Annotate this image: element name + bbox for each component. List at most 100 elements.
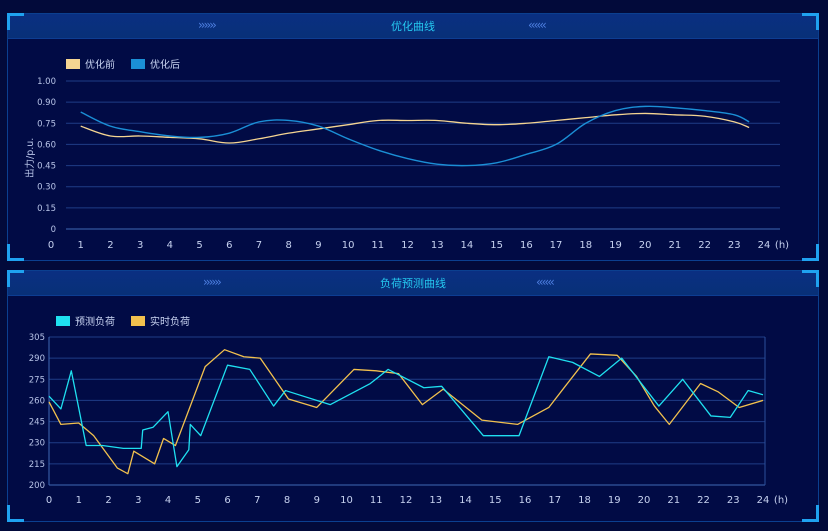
svg-text:4: 4 — [167, 240, 173, 251]
svg-text:17: 17 — [550, 240, 563, 251]
frame-corner — [802, 13, 819, 30]
svg-text:6: 6 — [224, 495, 230, 506]
svg-text:18: 18 — [579, 240, 592, 251]
legend-item-before[interactable]: 优化前 — [66, 56, 115, 71]
svg-text:6: 6 — [226, 240, 232, 251]
svg-text:13: 13 — [429, 495, 442, 506]
svg-text:14: 14 — [459, 495, 472, 506]
svg-text:9: 9 — [314, 495, 320, 506]
svg-text:11: 11 — [371, 240, 384, 251]
svg-text:4: 4 — [165, 495, 171, 506]
svg-text:260: 260 — [29, 396, 45, 406]
load-forecast-panel: ›››››› 负荷预测曲线 ‹‹‹‹‹‹ 预测负荷 实时负荷 — [7, 270, 819, 522]
series-line — [80, 105, 750, 167]
legend-swatch — [56, 315, 70, 326]
svg-text:22: 22 — [698, 240, 711, 251]
panel-header: ›››››› 优化曲线 ‹‹‹‹‹‹ — [8, 14, 818, 39]
svg-text:20: 20 — [638, 495, 651, 506]
legend-swatch — [66, 58, 80, 69]
svg-text:275: 275 — [29, 375, 45, 385]
svg-text:0.30: 0.30 — [37, 183, 56, 193]
svg-text:20: 20 — [639, 240, 652, 251]
svg-text:245: 245 — [29, 418, 45, 428]
svg-text:22: 22 — [697, 495, 710, 506]
svg-text:0: 0 — [48, 240, 54, 251]
svg-text:0.60: 0.60 — [37, 140, 56, 150]
svg-text:215: 215 — [29, 460, 45, 470]
svg-text:21: 21 — [669, 240, 682, 251]
legend-label: 优化前 — [85, 60, 115, 71]
frame-corner — [802, 505, 819, 522]
chart-legend: 预测负荷 实时负荷 — [56, 313, 190, 328]
legend-swatch — [131, 58, 145, 69]
svg-text:3: 3 — [137, 240, 143, 251]
svg-text:17: 17 — [548, 495, 561, 506]
legend-item-realtime[interactable]: 实时负荷 — [131, 313, 190, 328]
chevrons-left-icon: ‹‹‹‹‹‹ — [528, 18, 547, 32]
svg-text:0.90: 0.90 — [37, 98, 56, 108]
svg-text:305: 305 — [29, 333, 45, 343]
frame-corner — [7, 270, 24, 287]
chevrons-left-icon: ‹‹‹‹‹‹ — [536, 275, 555, 289]
svg-text:11: 11 — [370, 495, 383, 506]
svg-text:0.75: 0.75 — [37, 119, 56, 129]
svg-text:15: 15 — [490, 240, 503, 251]
svg-text:23: 23 — [728, 240, 741, 251]
svg-text:12: 12 — [401, 240, 414, 251]
frame-corner — [7, 244, 24, 261]
legend-label: 实时负荷 — [150, 317, 190, 328]
svg-text:0.45: 0.45 — [37, 162, 56, 172]
svg-text:0: 0 — [46, 495, 52, 506]
svg-text:200: 200 — [29, 481, 45, 491]
svg-text:2: 2 — [105, 495, 111, 506]
svg-text:10: 10 — [340, 495, 353, 506]
svg-text:7: 7 — [256, 240, 262, 251]
chart-legend: 优化前 优化后 — [66, 56, 180, 71]
frame-corner — [7, 505, 24, 522]
svg-text:7: 7 — [254, 495, 260, 506]
legend-item-forecast[interactable]: 预测负荷 — [56, 313, 115, 328]
svg-text:230: 230 — [29, 439, 45, 449]
frame-corner — [7, 13, 24, 30]
legend-swatch — [131, 315, 145, 326]
panel-title: 优化曲线 — [391, 20, 435, 33]
svg-text:出力/p.u.: 出力/p.u. — [24, 138, 36, 178]
series-line — [48, 349, 764, 475]
optimization-curve-panel: ›››››› 优化曲线 ‹‹‹‹‹‹ 优化前 优化后 — [7, 13, 819, 261]
panel-header: ›››››› 负荷预测曲线 ‹‹‹‹‹‹ — [8, 271, 818, 296]
svg-text:19: 19 — [609, 240, 622, 251]
svg-text:290: 290 — [29, 354, 45, 364]
svg-text:19: 19 — [608, 495, 621, 506]
svg-text:1.00: 1.00 — [37, 77, 56, 87]
series-line — [48, 356, 764, 468]
svg-text:16: 16 — [520, 240, 533, 251]
svg-text:14: 14 — [461, 240, 474, 251]
svg-text:8: 8 — [285, 240, 291, 251]
svg-text:5: 5 — [195, 495, 201, 506]
chevrons-right-icon: ›››››› — [203, 275, 222, 289]
series-line — [80, 112, 750, 144]
svg-text:5: 5 — [196, 240, 202, 251]
chevrons-right-icon: ›››››› — [198, 18, 217, 32]
frame-corner — [802, 270, 819, 287]
svg-text:0.15: 0.15 — [37, 204, 56, 214]
svg-text:24: 24 — [757, 495, 770, 506]
svg-text:21: 21 — [667, 495, 680, 506]
legend-item-after[interactable]: 优化后 — [131, 56, 180, 71]
svg-text:(h): (h) — [774, 495, 788, 506]
panel-title: 负荷预测曲线 — [380, 277, 446, 290]
optimization-line-chart: 00.150.300.450.600.750.901.000 1 2 3 4 5 6 7 8 9 1… — [24, 77, 789, 251]
svg-text:3: 3 — [135, 495, 141, 506]
legend-label: 优化后 — [150, 60, 180, 71]
svg-text:16: 16 — [519, 495, 532, 506]
svg-text:12: 12 — [400, 495, 413, 506]
svg-text:15: 15 — [489, 495, 502, 506]
frame-corner — [802, 244, 819, 261]
svg-text:1: 1 — [76, 495, 82, 506]
svg-text:1: 1 — [78, 240, 84, 251]
svg-text:23: 23 — [727, 495, 740, 506]
svg-text:18: 18 — [578, 495, 591, 506]
svg-text:8: 8 — [284, 495, 290, 506]
svg-text:(h): (h) — [775, 240, 789, 251]
